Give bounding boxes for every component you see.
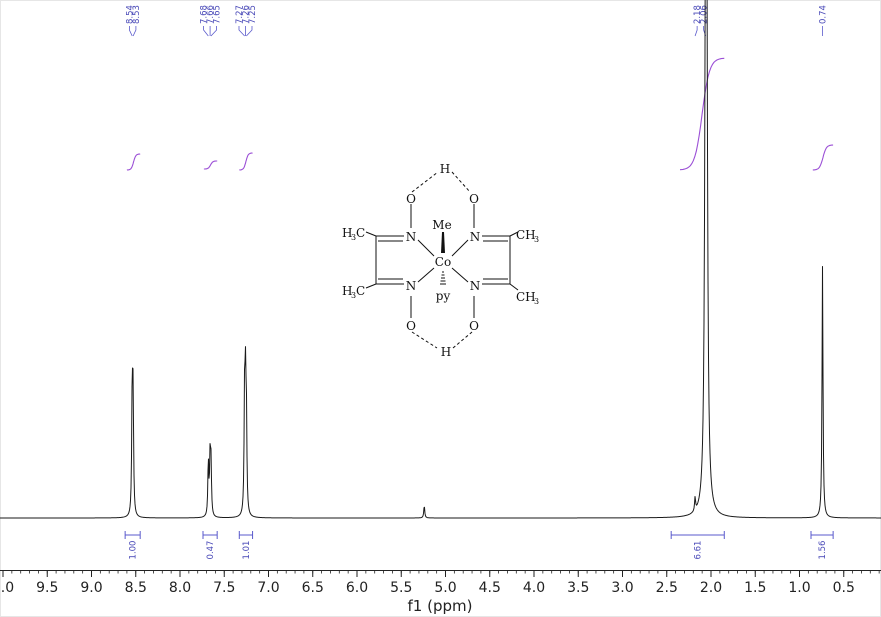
spectrum-line xyxy=(0,0,881,519)
x-tick-label: 8.5 xyxy=(125,580,147,596)
peak-leader-line xyxy=(132,26,137,37)
bond-ch3-tl xyxy=(365,231,377,237)
peak-leader-line xyxy=(203,26,209,37)
integral-curve xyxy=(812,144,834,171)
bond-ch3-br xyxy=(509,283,519,291)
methyl-bottom-right-c: CH xyxy=(516,290,536,304)
hbond-bottom-right xyxy=(452,331,473,349)
atom-o-top-left: O xyxy=(406,192,416,206)
integral-curve xyxy=(239,152,253,171)
cobaloxime-structure: H O O Me N N Co N N py O O H H 3 C H 3 C… xyxy=(342,162,539,359)
x-tick-label: 7.5 xyxy=(213,580,235,596)
x-tick-label: 0.0 xyxy=(0,580,14,596)
atom-co: Co xyxy=(435,255,451,269)
peak-shift-label: 7.66 xyxy=(206,5,216,24)
peak-shift-label: 8.53 xyxy=(132,5,142,24)
integral-curve xyxy=(126,153,141,171)
hbond-top-right xyxy=(451,171,471,193)
atom-n-top-left: N xyxy=(406,230,417,244)
x-axis-ticks: 0.0 9.5 9.0 8.5 8.0 7.5 7.0 6.5 6.0 5.5 5.0 4.5 4.0 3… xyxy=(0,570,880,596)
bond-ch3-tr xyxy=(509,231,519,237)
atom-me: Me xyxy=(432,218,451,232)
peak-shift-label: 8.54 xyxy=(125,5,135,24)
x-axis-title: f1 (ppm) xyxy=(408,597,473,615)
x-tick-label: 3.5 xyxy=(567,580,589,596)
x-tick-label: 5.0 xyxy=(434,580,456,596)
integral-curve-layer xyxy=(126,57,834,171)
peak-leader-line xyxy=(210,26,217,37)
peak-shift-label: 7.27 xyxy=(235,5,245,24)
peak-shift-label: 2.18 xyxy=(693,5,703,24)
bond-ch3-bl xyxy=(365,283,377,289)
integral-value: 0.47 xyxy=(206,541,216,560)
x-tick-label: 2.0 xyxy=(700,580,722,596)
integral-marker-layer: 1.00 0.47 1.01 6.61 1.56 xyxy=(124,531,834,560)
x-tick-label: 7.0 xyxy=(257,580,279,596)
methyl-top-left-sub: 3 xyxy=(351,233,356,242)
x-tick-label: 1.0 xyxy=(788,580,810,596)
methyl-top-left-c: C xyxy=(356,226,365,240)
methyl-top-left-h: H xyxy=(342,226,352,240)
methyl-bottom-left-h: H xyxy=(342,284,352,298)
atom-n-bottom-right: N xyxy=(470,279,481,293)
methyl-bottom-left-c: C xyxy=(356,284,365,298)
x-tick-label: 6.0 xyxy=(346,580,368,596)
x-tick-label: 2.5 xyxy=(656,580,678,596)
methyl-bottom-right-sub: 3 xyxy=(534,297,539,306)
integral-curve xyxy=(679,57,725,171)
x-tick-label: 4.0 xyxy=(523,580,545,596)
peak-shift-label: 7.65 xyxy=(213,5,223,24)
methyl-bottom-left-sub: 3 xyxy=(351,291,356,300)
integral-value: 1.00 xyxy=(129,541,139,560)
peak-shift-label: 7.26 xyxy=(241,5,251,24)
bond-n-co-bl xyxy=(417,267,435,283)
x-tick-label: 6.5 xyxy=(302,580,324,596)
atom-o-top-right: O xyxy=(469,192,479,206)
peak-shift-label: 7.68 xyxy=(200,5,210,24)
wedge-co-me xyxy=(441,232,445,253)
hbond-top-left xyxy=(411,171,439,193)
bond-n-co-tr xyxy=(451,239,469,257)
atom-py: py xyxy=(436,289,451,303)
peak-leader-line xyxy=(246,26,253,37)
atom-n-bottom-left: N xyxy=(406,279,417,293)
x-tick-label: 0.5 xyxy=(833,580,855,596)
peak-shift-label: 7.25 xyxy=(248,5,258,24)
peak-shift-label: 0.74 xyxy=(819,5,829,24)
atom-o-bottom-right: O xyxy=(469,319,479,333)
atom-o-bottom-left: O xyxy=(406,319,416,333)
x-tick-label: 9.0 xyxy=(80,580,102,596)
atom-n-top-right: N xyxy=(470,230,481,244)
x-tick-label: 5.5 xyxy=(390,580,412,596)
atom-h-bottom: H xyxy=(441,345,451,359)
integral-curve xyxy=(203,160,218,170)
atom-h-top: H xyxy=(440,162,450,176)
x-tick-label: 3.0 xyxy=(611,580,633,596)
hash-co-py xyxy=(440,271,446,285)
peak-leader-line xyxy=(694,26,698,37)
integral-value: 6.61 xyxy=(694,541,704,560)
x-tick-label: 8.0 xyxy=(169,580,191,596)
integral-value: 1.56 xyxy=(818,541,828,560)
x-tick-label: 9.5 xyxy=(36,580,58,596)
x-tick-label: 4.5 xyxy=(479,580,501,596)
bond-n-co-tl xyxy=(417,239,435,257)
methyl-top-right-sub: 3 xyxy=(534,235,539,244)
integral-value: 1.01 xyxy=(242,541,252,560)
peak-leader-line xyxy=(129,26,133,37)
methyl-top-right-c: CH xyxy=(516,228,536,242)
x-tick-label: 1.5 xyxy=(744,580,766,596)
hbond-bottom-left xyxy=(411,331,438,349)
peak-label-layer: 8.548.53 7.687.667.65 7.277.267.25 2.182.06… xyxy=(125,5,829,37)
bond-n-co-br xyxy=(451,267,469,283)
peak-leader-line xyxy=(238,26,245,37)
